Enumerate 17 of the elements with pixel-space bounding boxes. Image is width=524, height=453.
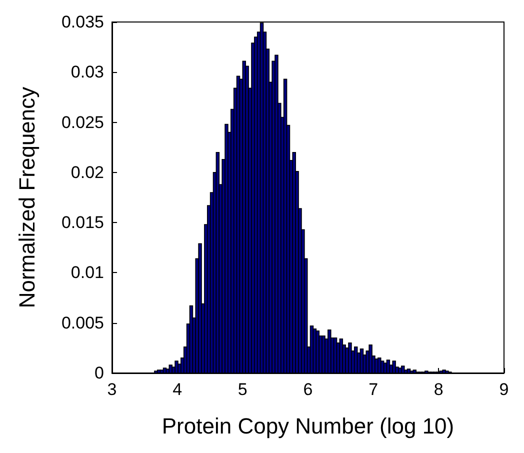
x-axis-title: Protein Copy Number (log 10)	[162, 414, 454, 438]
y-axis-title: Normalized Frequency	[14, 86, 40, 308]
x-tick-label: 5	[238, 380, 248, 399]
y-tick-label: 0.02	[70, 162, 104, 182]
x-tick-label: 6	[303, 380, 313, 399]
y-tick-label: 0	[94, 364, 104, 382]
y-tick-label: 0.01	[70, 263, 104, 282]
y-tick-label: 0.005	[61, 313, 104, 332]
x-tick-label: 3	[107, 380, 117, 399]
y-tick-label: 0.015	[61, 213, 104, 232]
x-tick-label: 7	[368, 380, 378, 399]
x-tick-label: 8	[434, 380, 444, 399]
x-tick-label: 4	[172, 380, 182, 399]
y-tick-label: 0.025	[61, 112, 104, 132]
y-tick-label: 0.03	[70, 62, 104, 82]
y-tick-label: 0.035	[61, 12, 104, 32]
x-tick-label: 9	[499, 380, 509, 399]
